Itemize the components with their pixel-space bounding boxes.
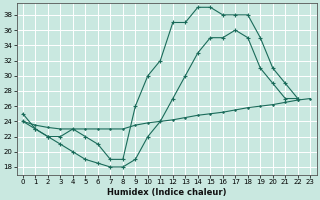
- X-axis label: Humidex (Indice chaleur): Humidex (Indice chaleur): [107, 188, 226, 197]
